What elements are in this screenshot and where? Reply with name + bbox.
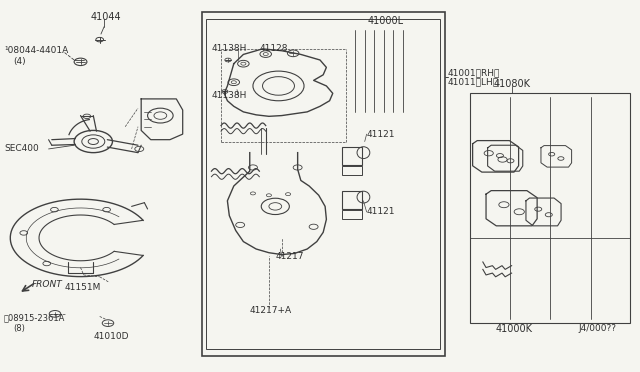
Text: J4/000??: J4/000?? <box>579 324 616 333</box>
Text: 41000K: 41000K <box>495 324 532 334</box>
Bar <box>202 12 445 356</box>
Text: 41217+A: 41217+A <box>250 306 292 315</box>
Text: 41011〈LH〉: 41011〈LH〉 <box>448 78 499 87</box>
Text: 41001〈RH〉: 41001〈RH〉 <box>448 68 500 77</box>
Text: FRONT: FRONT <box>31 280 62 289</box>
Text: 41217: 41217 <box>275 252 304 261</box>
Bar <box>470 93 630 323</box>
Bar <box>342 210 362 219</box>
Bar <box>342 147 362 164</box>
Text: (4): (4) <box>13 57 26 66</box>
Text: 41121: 41121 <box>367 129 395 139</box>
Text: 41151M: 41151M <box>65 283 101 292</box>
Bar <box>342 166 362 175</box>
Text: 41080K: 41080K <box>493 79 530 89</box>
Text: 41000L: 41000L <box>368 16 404 26</box>
Text: 41128: 41128 <box>259 44 288 53</box>
Bar <box>342 191 362 209</box>
Text: SEC400: SEC400 <box>4 144 38 153</box>
Text: 41138H: 41138H <box>211 44 247 53</box>
Text: 41044: 41044 <box>90 12 121 22</box>
Bar <box>206 19 440 349</box>
Text: (8): (8) <box>13 324 26 333</box>
Text: 41121: 41121 <box>367 208 395 217</box>
Text: Ⓠ08915-2361A: Ⓠ08915-2361A <box>4 313 65 322</box>
Text: 41010D: 41010D <box>93 331 129 341</box>
Text: 41138H: 41138H <box>211 91 247 100</box>
Text: ¹08044-4401A: ¹08044-4401A <box>4 46 68 55</box>
